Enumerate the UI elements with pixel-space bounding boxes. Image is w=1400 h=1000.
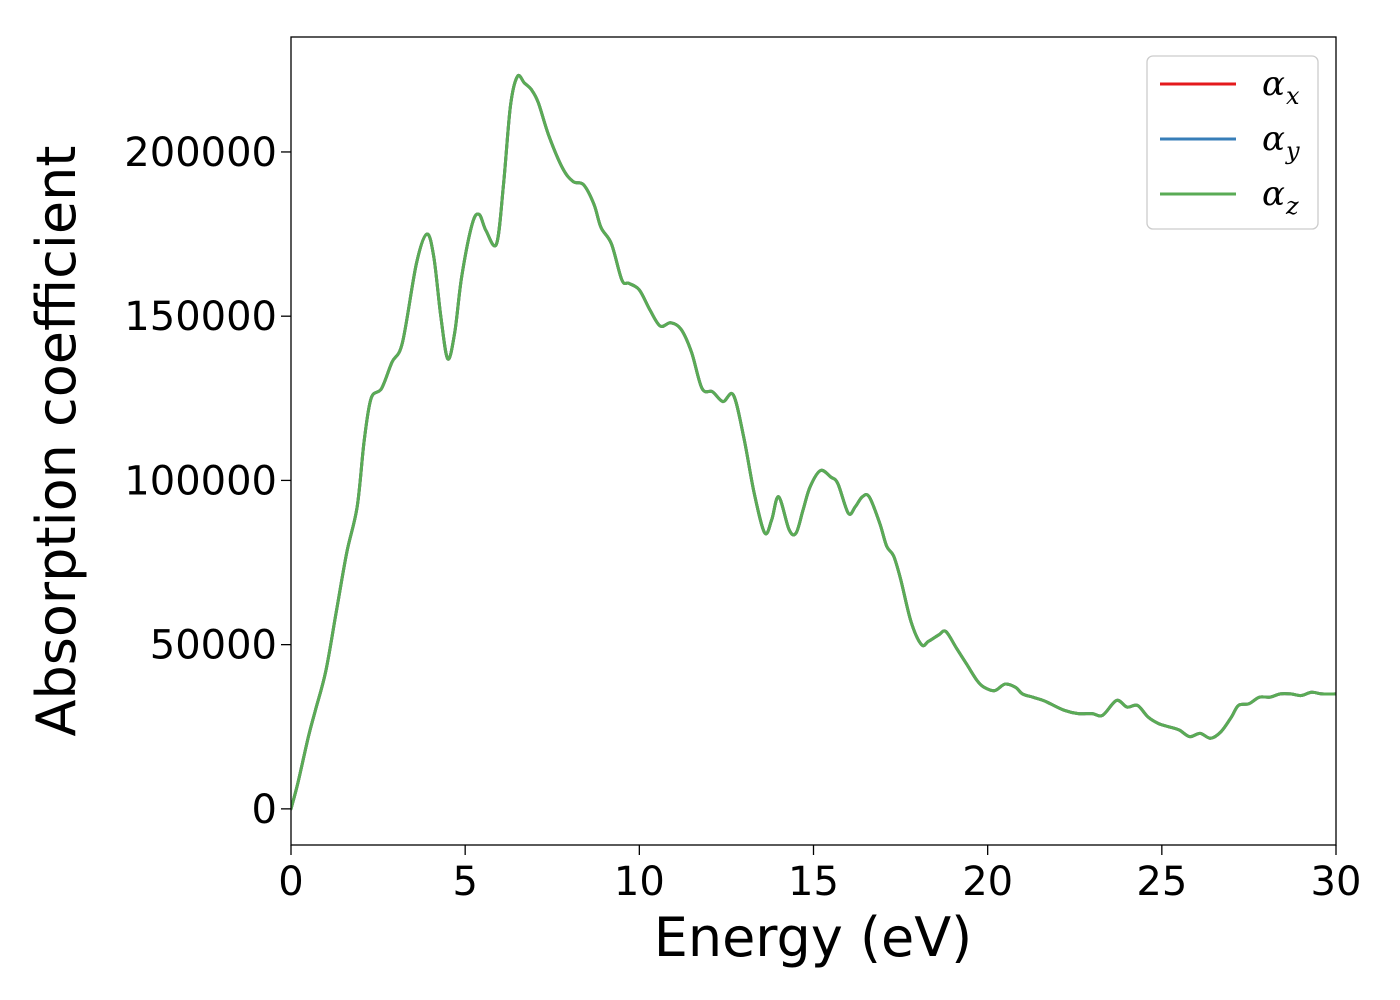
legend-label: αz xyxy=(1262,174,1299,220)
legend: αx αy αz xyxy=(1146,55,1319,230)
y-tick-label: 50000 xyxy=(150,623,277,669)
series-layer xyxy=(291,74,1336,811)
x-tick-label: 5 xyxy=(452,859,477,905)
y-axis: 0 50000 100000 150000 200000 xyxy=(124,130,291,833)
y-tick-label: 100000 xyxy=(124,458,277,504)
legend-frame xyxy=(1146,55,1319,230)
x-tick-label: 30 xyxy=(1311,859,1362,905)
y-tick-label: 200000 xyxy=(124,130,277,176)
x-axis: 0 5 10 15 20 25 30 xyxy=(278,845,1361,905)
x-axis-label: Energy (eV) xyxy=(654,906,973,969)
x-tick-label: 25 xyxy=(1136,859,1187,905)
x-tick-label: 0 xyxy=(278,859,303,905)
series-line-3 xyxy=(291,74,1336,811)
y-tick-label: 150000 xyxy=(124,294,277,340)
x-tick-label: 10 xyxy=(614,859,665,905)
x-tick-label: 20 xyxy=(962,859,1013,905)
legend-label: αx xyxy=(1262,64,1300,110)
y-axis-label: Absorption coefficient xyxy=(25,146,88,737)
y-tick-label: 0 xyxy=(252,787,277,833)
legend-label: αy xyxy=(1262,119,1300,165)
x-tick-label: 15 xyxy=(788,859,839,905)
